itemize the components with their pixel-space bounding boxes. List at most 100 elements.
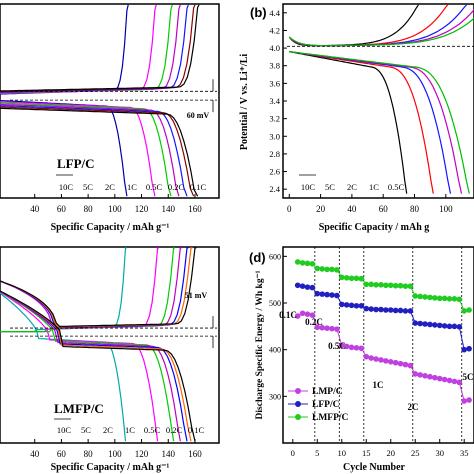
- rate-label-1C: 1C: [373, 380, 384, 390]
- panel-d-letter: (d): [249, 250, 266, 265]
- panel-c-xticks: 40 60 80 100 120 140 160: [30, 439, 202, 459]
- point-LMFP/C: [446, 296, 453, 302]
- point-LMFP/C: [417, 293, 423, 300]
- discharge-curve-0.2C: [0, 106, 195, 197]
- point-LMP/C: [417, 372, 423, 378]
- ytick-label: 4.2: [269, 25, 280, 35]
- point-LMFP/C: [373, 282, 379, 288]
- legend-label-LFP/C: LFP/C: [312, 400, 340, 410]
- point-LMFP/C: [436, 295, 443, 302]
- legend-label-LMP/C: LMP/C: [312, 387, 343, 397]
- point-LFP/C: [441, 323, 448, 329]
- panel-b-letter: (b): [250, 5, 267, 20]
- rate-label-1C: 1C: [125, 425, 135, 435]
- point-LFP/C: [304, 284, 311, 290]
- point-LMFP/C: [324, 266, 330, 273]
- point-LMP/C: [329, 325, 335, 332]
- panel-d: 0 5 10 15 20 25 30 35 300 400 500 600 0.1C 0.2C 0.5C…: [255, 246, 474, 473]
- xtick-label: 25: [411, 448, 420, 458]
- point-LFP/C: [299, 283, 306, 290]
- rate-label-0.1C: 0.1C: [188, 425, 205, 435]
- point-LMP/C: [387, 359, 394, 365]
- rate-label-0.2C: 0.2C: [166, 425, 183, 435]
- point-LMFP/C: [432, 295, 438, 301]
- point-LFP/C: [343, 302, 350, 308]
- point-LMFP/C: [427, 294, 433, 301]
- xtick-label: 0: [287, 204, 292, 214]
- panel-c: 40 60 80 100 120 140 160 Specific Capacity / m…: [0, 246, 220, 473]
- point-LFP/C: [387, 307, 394, 313]
- discharge-curve-2C: [0, 102, 172, 197]
- point-LMP/C: [402, 361, 409, 368]
- panel-b-xticks: 0204060801001: [287, 194, 453, 214]
- point-LMP/C: [309, 312, 316, 318]
- panel-d-ylabel: Discharge Specific Energy / Wh kg⁻¹: [255, 270, 265, 419]
- point-LFP/C: [368, 306, 374, 312]
- point-LFP/C: [432, 322, 438, 328]
- discharge-curve-0.1C: [0, 290, 196, 442]
- charge-curve-0.5C: [0, 4, 189, 93]
- panel-c-xlabel: Specific Capacity / mAh g⁻¹: [51, 462, 170, 473]
- rate-label-5C: 5C: [325, 182, 335, 192]
- rate-label-0.5C: 0.5C: [388, 182, 405, 192]
- point-LMFP/C: [348, 275, 355, 282]
- point-LMP/C: [319, 324, 325, 331]
- discharge-curve-1C: [0, 103, 180, 197]
- point-LMP/C: [451, 378, 458, 385]
- panel-a-xticks: 40 60 80 100 120 140 160: [30, 194, 202, 214]
- panel-a-xlabel: Specific Capacity / mAh g⁻¹: [51, 222, 170, 233]
- ytick-label: 3.6: [269, 78, 280, 88]
- point-LMP/C: [397, 360, 404, 367]
- point-LFP/C: [422, 321, 428, 327]
- point-LMFP/C: [294, 259, 301, 265]
- point-LMP/C: [378, 357, 384, 363]
- panel-a-curves: [0, 4, 217, 197]
- point-LMFP/C: [397, 282, 404, 289]
- rate-label-10C: 10C: [57, 425, 72, 435]
- point-LFP/C: [446, 323, 453, 330]
- xtick-label: 100: [108, 449, 122, 459]
- point-LMP/C: [343, 343, 350, 350]
- point-LMFP/C: [451, 296, 458, 302]
- point-LMFP/C: [343, 275, 350, 281]
- xtick-label: 140: [162, 204, 176, 214]
- rate-label-1C: 1C: [369, 182, 379, 192]
- point-LFP/C: [353, 303, 360, 309]
- point-LMP/C: [368, 355, 374, 361]
- point-LMFP/C: [456, 296, 463, 303]
- discharge-curve-10C: [289, 51, 408, 194]
- discharge-curve-2C: [289, 51, 452, 194]
- panel-c-sample-label: LMFP/C: [54, 401, 104, 416]
- xtick-label: 80: [84, 204, 94, 214]
- rate-label-2C: 2C: [103, 425, 113, 435]
- point-LMFP/C: [422, 294, 428, 300]
- point-LFP/C: [461, 346, 468, 353]
- point-LMP/C: [436, 375, 443, 382]
- ytick-label: 3.4: [269, 96, 280, 106]
- ytick-label: 2.4: [269, 184, 280, 194]
- point-LMP/C: [358, 345, 365, 352]
- panel-c-curves: [0, 247, 217, 442]
- ytick-label: 3.0: [269, 131, 280, 141]
- point-LMP/C: [299, 310, 306, 317]
- point-LMFP/C: [466, 307, 472, 313]
- rate-label-5C: 5C: [463, 372, 474, 382]
- charge-curve-0.5C: [0, 247, 189, 329]
- panel-d-series: [294, 259, 472, 404]
- discharge-curve-5C: [0, 291, 159, 442]
- point-LMFP/C: [338, 274, 345, 281]
- panel-a-sample-label: LFP/C: [57, 156, 95, 171]
- point-LFP/C: [294, 282, 301, 289]
- discharge-curve-5C: [0, 101, 156, 197]
- xtick-label: 35: [460, 448, 469, 458]
- discharge-curve-0.2C: [0, 290, 192, 442]
- xtick-label: 60: [57, 449, 67, 459]
- point-LMFP/C: [412, 293, 419, 299]
- xtick-label: 80: [84, 449, 94, 459]
- xtick-label: 40: [30, 204, 40, 214]
- point-LFP/C: [397, 307, 404, 314]
- panel-c-frame: [0, 246, 220, 444]
- panel-d-yticks: 300 400 500 600: [269, 252, 287, 401]
- ytick-label: 3.8: [269, 61, 280, 71]
- point-LFP/C: [314, 290, 321, 297]
